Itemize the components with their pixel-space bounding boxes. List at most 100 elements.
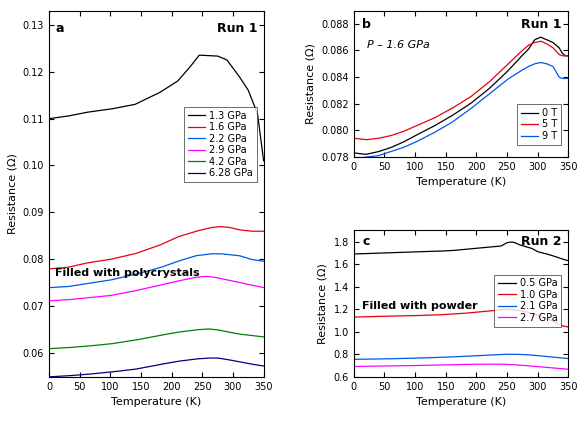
2.2 GPa — [143, 269, 150, 274]
0 T — [351, 151, 358, 156]
Line: 1.3 GPa: 1.3 GPa — [50, 55, 264, 161]
Line: 2.1 GPa: 2.1 GPa — [355, 354, 568, 360]
2.2 GPa — [189, 254, 196, 259]
2.2 GPa — [85, 281, 92, 286]
Y-axis label: Resistance (Ω): Resistance (Ω) — [7, 153, 17, 234]
6.28 GPa — [102, 370, 108, 375]
2.7 GPa — [494, 362, 501, 367]
Legend: 0.5 GPa, 1.0 GPa, 2.1 GPa, 2.7 GPa: 0.5 GPa, 1.0 GPa, 2.1 GPa, 2.7 GPa — [494, 274, 561, 327]
0 T — [448, 113, 455, 118]
2.2 GPa — [208, 251, 215, 256]
Text: P – 1.6 GPa: P – 1.6 GPa — [366, 40, 429, 50]
2.9 GPa — [202, 274, 209, 279]
2.1 GPa — [448, 354, 455, 360]
1.0 GPa — [565, 325, 572, 330]
Line: 0 T: 0 T — [355, 37, 568, 155]
9 T — [389, 149, 396, 154]
0 T — [494, 78, 501, 83]
4.2 GPa — [208, 327, 215, 332]
4.2 GPa — [260, 334, 267, 339]
Text: a: a — [55, 21, 64, 35]
6.28 GPa — [189, 357, 196, 362]
6.28 GPa — [47, 374, 54, 379]
0.5 GPa — [351, 251, 358, 256]
1.6 GPa — [208, 225, 215, 230]
1.6 GPa — [173, 235, 179, 240]
Line: 5 T: 5 T — [355, 41, 568, 140]
1.3 GPa — [47, 116, 54, 121]
9 T — [537, 60, 544, 65]
1.6 GPa — [102, 258, 108, 263]
2.2 GPa — [102, 278, 108, 283]
Y-axis label: Resistance (Ω): Resistance (Ω) — [306, 43, 316, 124]
1.0 GPa — [477, 309, 484, 314]
9 T — [512, 72, 519, 77]
Text: c: c — [362, 234, 370, 248]
Text: b: b — [362, 18, 371, 31]
2.7 GPa — [448, 362, 455, 367]
1.0 GPa — [512, 308, 519, 313]
2.1 GPa — [406, 356, 413, 361]
4.2 GPa — [47, 346, 54, 351]
1.3 GPa — [173, 80, 179, 85]
0.5 GPa — [507, 240, 514, 245]
2.2 GPa — [47, 285, 54, 290]
1.3 GPa — [196, 53, 203, 58]
5 T — [407, 126, 414, 131]
4.2 GPa — [173, 330, 179, 335]
1.3 GPa — [143, 96, 150, 101]
0 T — [512, 59, 519, 64]
2.7 GPa — [479, 362, 486, 367]
0 T — [537, 35, 544, 40]
Line: 1.0 GPa: 1.0 GPa — [355, 309, 568, 327]
6.28 GPa — [205, 355, 212, 360]
6.28 GPa — [85, 372, 92, 377]
Line: 6.28 GPa: 6.28 GPa — [50, 358, 264, 377]
1.6 GPa — [47, 266, 54, 271]
2.1 GPa — [501, 352, 508, 357]
1.6 GPa — [189, 230, 196, 235]
1.0 GPa — [389, 314, 396, 319]
0.5 GPa — [477, 245, 484, 250]
9 T — [448, 120, 455, 125]
1.6 GPa — [260, 229, 267, 234]
Line: 0.5 GPa: 0.5 GPa — [355, 242, 568, 261]
2.7 GPa — [351, 364, 358, 369]
2.2 GPa — [173, 259, 179, 264]
1.0 GPa — [351, 314, 358, 320]
5 T — [389, 132, 396, 137]
0 T — [407, 136, 414, 141]
Line: 9 T: 9 T — [355, 62, 568, 158]
9 T — [351, 156, 358, 161]
Text: Run 2: Run 2 — [522, 234, 562, 248]
Line: 1.6 GPa: 1.6 GPa — [50, 226, 264, 269]
5 T — [478, 86, 485, 91]
2.1 GPa — [512, 352, 519, 357]
1.3 GPa — [189, 61, 196, 66]
Line: 2.9 GPa: 2.9 GPa — [50, 276, 264, 301]
2.9 GPa — [85, 295, 92, 300]
4.2 GPa — [102, 342, 108, 347]
2.9 GPa — [189, 275, 196, 280]
2.1 GPa — [351, 357, 358, 362]
2.9 GPa — [143, 285, 150, 290]
Y-axis label: Resistance (Ω): Resistance (Ω) — [318, 263, 328, 344]
2.9 GPa — [208, 274, 215, 280]
1.6 GPa — [85, 260, 92, 265]
2.9 GPa — [102, 293, 108, 298]
1.3 GPa — [85, 109, 92, 115]
1.3 GPa — [102, 107, 108, 112]
5 T — [565, 53, 572, 59]
4.2 GPa — [205, 326, 212, 331]
2.1 GPa — [389, 356, 396, 361]
1.0 GPa — [504, 306, 511, 312]
2.7 GPa — [512, 362, 519, 368]
0.5 GPa — [494, 244, 501, 249]
2.1 GPa — [565, 356, 572, 361]
0.5 GPa — [448, 248, 455, 253]
6.28 GPa — [143, 365, 150, 370]
2.9 GPa — [47, 298, 54, 303]
Legend: 0 T, 5 T, 9 T: 0 T, 5 T, 9 T — [517, 104, 561, 145]
9 T — [406, 142, 413, 147]
6.28 GPa — [260, 363, 267, 368]
